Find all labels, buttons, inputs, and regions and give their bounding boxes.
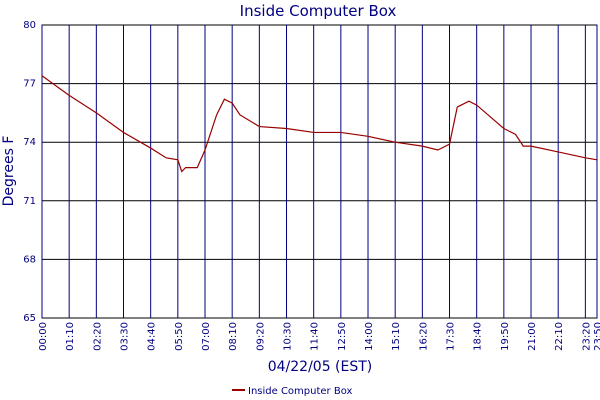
x-tick-label: 12:50 [337, 322, 348, 351]
x-tick-label: 15:10 [391, 322, 402, 351]
x-tick-label: 05:50 [174, 322, 185, 351]
legend-label: Inside Computer Box [248, 386, 353, 397]
x-axis-label: 04/22/05 (EST) [268, 359, 373, 375]
x-tick-label: 17:30 [446, 322, 457, 351]
x-tick-label: 00:00 [38, 322, 49, 351]
y-tick-label: 68 [23, 254, 36, 265]
x-tick-label: 14:00 [364, 322, 375, 351]
x-tick-label: 23:50 [593, 322, 600, 351]
y-tick-label: 71 [23, 196, 36, 207]
y-tick-label: 77 [23, 79, 36, 90]
x-tick-label: 04:40 [147, 322, 158, 351]
x-tick-label: 02:20 [92, 322, 103, 351]
x-tick-label: 16:20 [418, 322, 429, 351]
y-tick-label: 74 [23, 137, 36, 148]
x-tick-label: 07:00 [201, 322, 212, 351]
x-tick-label: 08:10 [228, 322, 239, 351]
x-tick-label: 03:30 [120, 322, 131, 351]
x-tick-label: 19:50 [500, 322, 511, 351]
x-tick-label: 11:40 [310, 322, 321, 351]
x-tick-label: 21:00 [527, 322, 538, 351]
x-tick-label: 10:30 [283, 322, 294, 351]
chart-title: Inside Computer Box [240, 2, 397, 20]
y-axis-label: Degrees F [1, 136, 17, 207]
plot-area [41, 24, 598, 319]
x-tick-label: 22:10 [554, 322, 565, 351]
x-tick-label: 18:40 [473, 322, 484, 351]
x-tick-label: 23:20 [581, 322, 592, 351]
y-tick-label: 80 [23, 20, 36, 31]
x-tick-label: 09:20 [255, 322, 266, 351]
y-tick-label: 65 [23, 313, 36, 324]
x-tick-label: 01:10 [65, 322, 76, 351]
data-line [41, 75, 598, 173]
